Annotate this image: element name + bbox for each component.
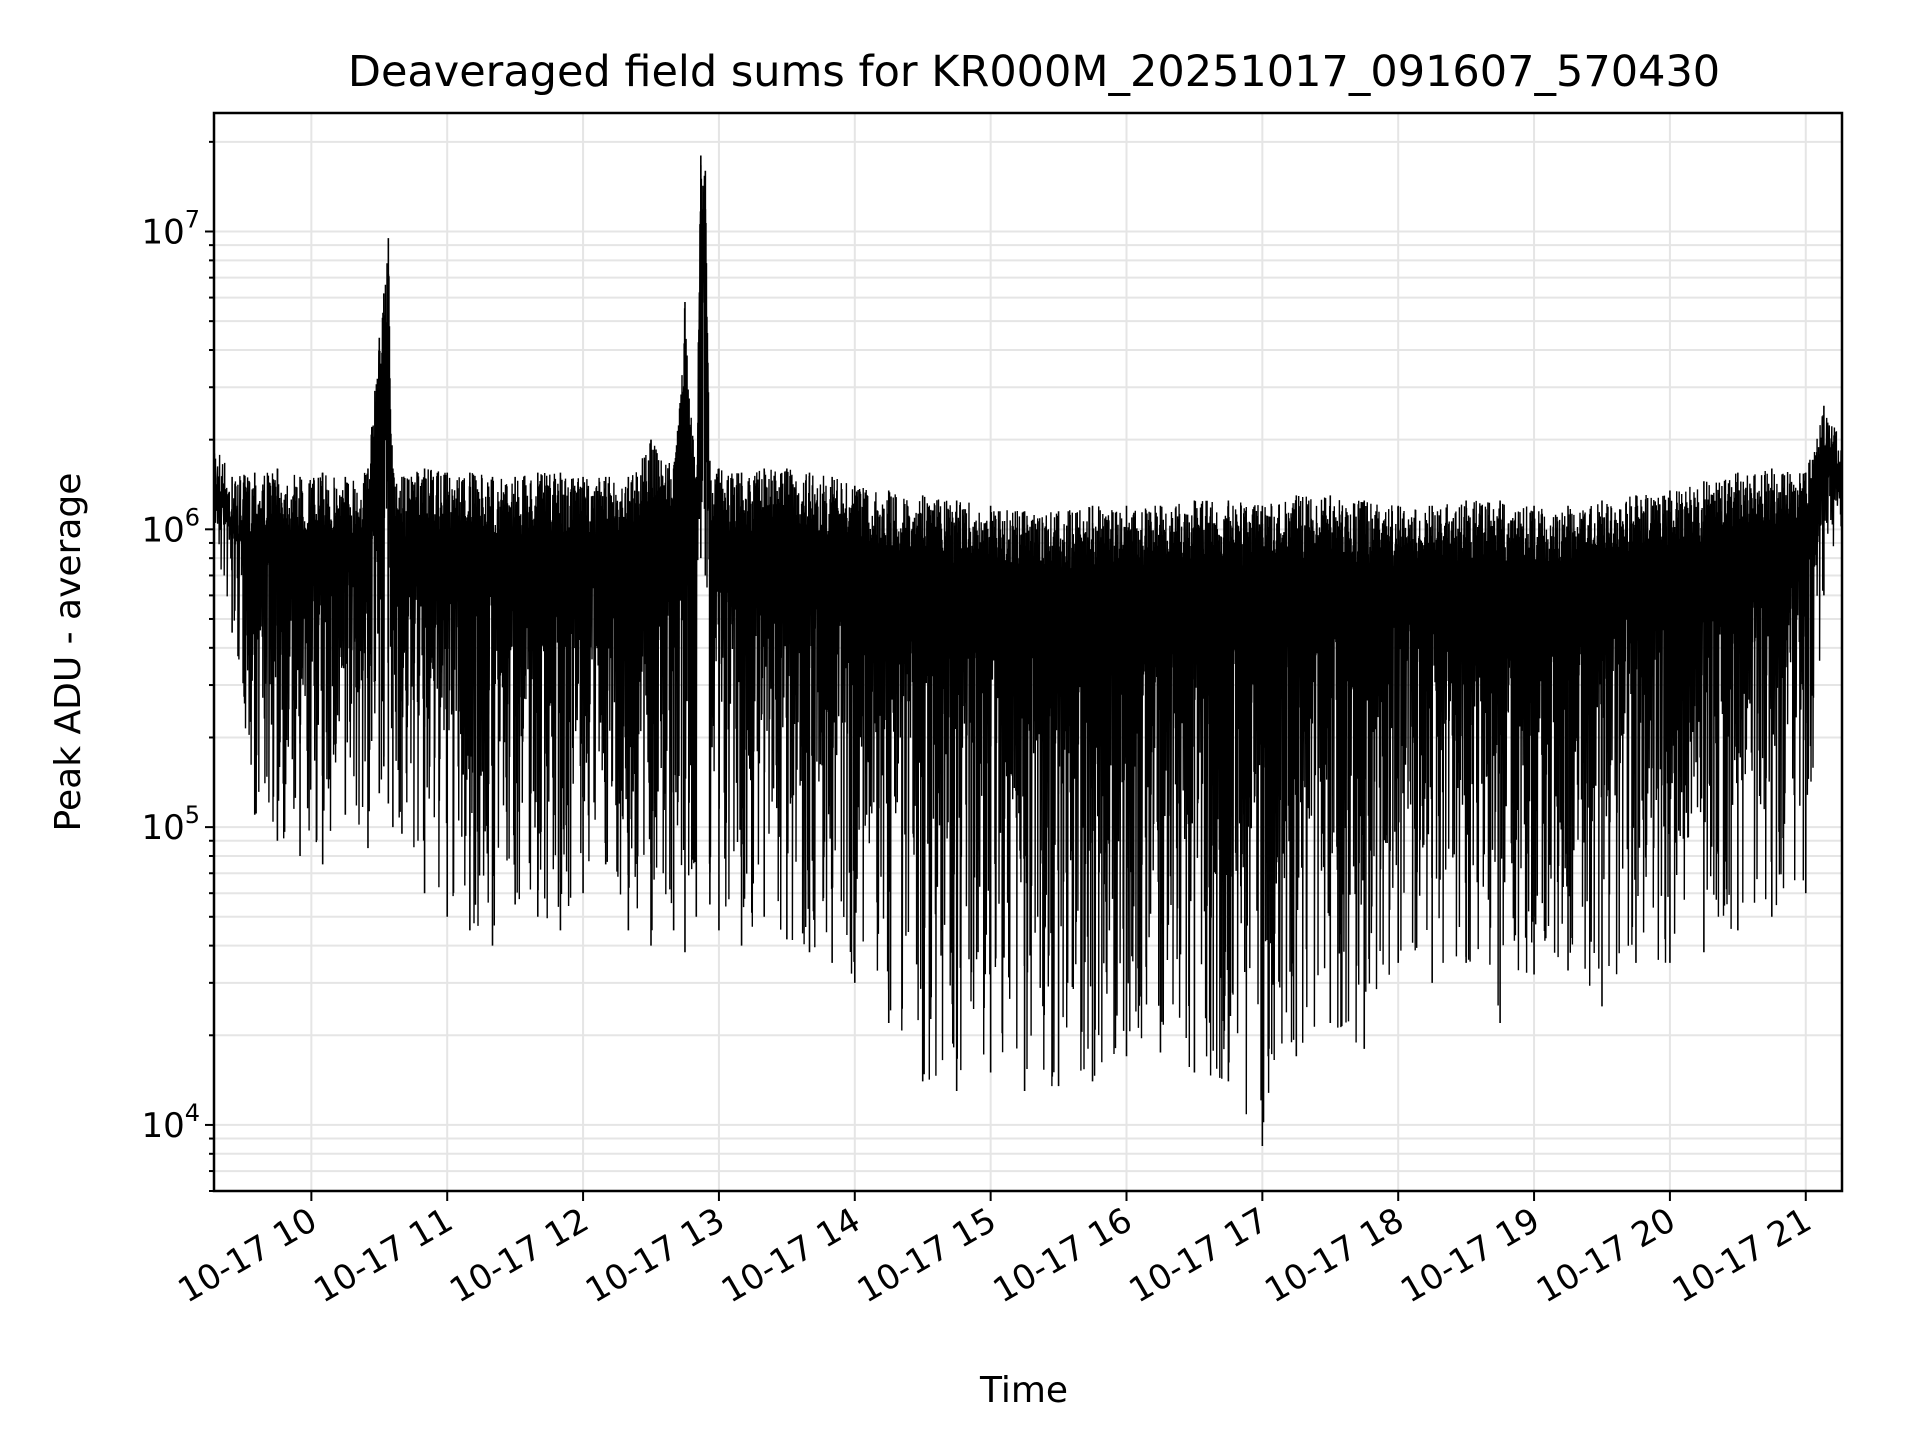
y-tick-label-base: 10 <box>141 808 184 848</box>
x-axis-label: Time <box>979 1370 1068 1411</box>
x-tick-label: 10-17 16 <box>987 1200 1139 1311</box>
y-axis-label: Peak ADU - average <box>48 473 89 832</box>
y-tick-label-exponent: 4 <box>185 1099 200 1127</box>
y-tick-label-exponent: 7 <box>185 206 200 234</box>
x-tick-label: 10-17 17 <box>1122 1200 1274 1311</box>
x-tick-label: 10-17 13 <box>579 1200 731 1311</box>
y-tick-label: 104 <box>141 1099 200 1146</box>
x-tick-label: 10-17 15 <box>851 1200 1003 1311</box>
x-tick-label: 10-17 19 <box>1394 1200 1546 1311</box>
x-tick-label: 10-17 14 <box>715 1200 867 1311</box>
y-tick-label-base: 10 <box>141 1106 184 1146</box>
x-tick-label: 10-17 12 <box>443 1200 595 1311</box>
series-line <box>213 165 1843 1123</box>
chart-title: Deaveraged field sums for KR000M_2025101… <box>348 47 1720 97</box>
x-tick-label: 10-17 10 <box>171 1200 323 1311</box>
y-tick-label-exponent: 5 <box>185 801 200 829</box>
y-tick-label-exponent: 6 <box>185 503 200 531</box>
y-tick-label: 105 <box>141 801 200 848</box>
y-tick-label-base: 10 <box>141 213 184 253</box>
x-tick-label: 10-17 18 <box>1258 1200 1410 1311</box>
x-tick-label: 10-17 20 <box>1530 1200 1682 1311</box>
x-tick-label: 10-17 11 <box>307 1200 459 1311</box>
y-tick-label: 106 <box>141 503 200 550</box>
x-tick-label: 10-17 21 <box>1666 1200 1818 1311</box>
data-series <box>213 155 1843 1146</box>
y-tick-label-base: 10 <box>141 510 184 550</box>
y-tick-label: 107 <box>141 206 200 253</box>
plot-frame <box>212 111 1844 1193</box>
